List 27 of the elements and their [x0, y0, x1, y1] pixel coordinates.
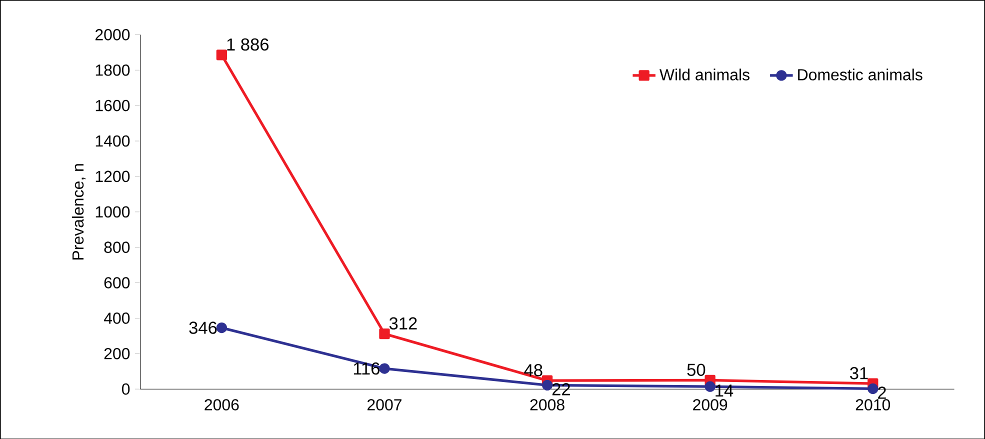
y-tick-label: 1800: [96, 64, 130, 76]
x-tick-label: 2010: [856, 398, 890, 410]
data-label: 346: [189, 321, 217, 334]
data-label: 312: [389, 317, 417, 330]
y-tick-label: 1400: [96, 135, 130, 146]
y-tick-label: 1200: [96, 170, 130, 182]
y-tick-label: 2000: [95, 28, 130, 40]
data-label: 48: [524, 364, 542, 376]
legend-label: Wild animals: [660, 68, 750, 80]
x-tick-label: 2006: [204, 398, 239, 410]
data-label: 2: [878, 386, 886, 399]
y-tick-label: 600: [104, 276, 130, 288]
data-label: 50: [687, 363, 706, 376]
y-tick-label: 800: [104, 241, 130, 253]
x-tick-label: 2009: [693, 398, 728, 410]
y-tick-label: 0: [122, 383, 130, 395]
y-tick-label: 200: [104, 348, 130, 360]
legend-label: Domestic animals: [798, 68, 922, 80]
data-label: 31: [850, 366, 868, 380]
data-label: 116: [354, 362, 380, 374]
y-axis-title: Prevalence, n: [72, 164, 86, 260]
x-tick-label: 2007: [368, 398, 402, 410]
data-label: 1 886: [227, 38, 269, 50]
y-tick-label: 1000: [96, 206, 130, 218]
y-tick-label: 1600: [96, 100, 130, 112]
y-tick-label: 400: [104, 312, 130, 324]
x-tick-label: 2008: [530, 398, 564, 410]
